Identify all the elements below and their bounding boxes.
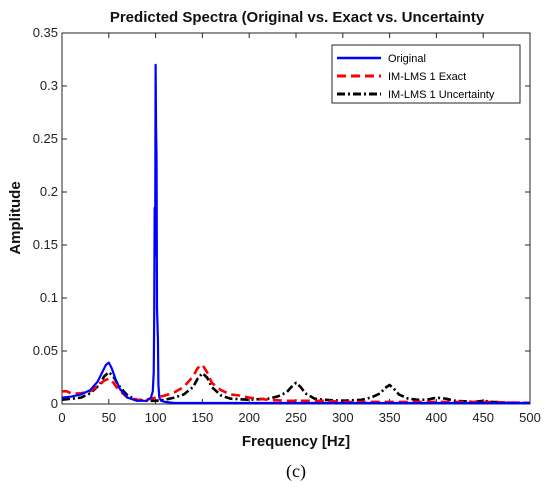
- x-tick-label: 200: [238, 410, 260, 425]
- chart-title: Predicted Spectra (Original vs. Exact vs…: [110, 9, 485, 26]
- x-tick-label: 500: [519, 410, 541, 425]
- y-tick-label: 0.35: [33, 25, 58, 40]
- y-tick-label: 0.2: [40, 184, 58, 199]
- x-tick-label: 100: [145, 410, 167, 425]
- y-tick-label: 0.25: [33, 131, 58, 146]
- y-tick-label: 0.05: [33, 343, 58, 358]
- x-tick-label: 450: [472, 410, 494, 425]
- legend-label-uncertainty: IM-LMS 1 Uncertainty: [388, 89, 495, 101]
- x-tick-label: 400: [426, 410, 448, 425]
- y-axis-ticks: 0 0.05 0.1 0.15 0.2 0.25 0.3 0.35: [33, 25, 530, 411]
- x-axis-label: Frequency [Hz]: [242, 433, 350, 450]
- series-line-exact: [62, 363, 531, 405]
- series-line-uncertainty: [61, 370, 530, 405]
- series-line-original: [61, 63, 530, 405]
- x-tick-label: 50: [102, 410, 116, 425]
- legend-label-exact: IM-LMS 1 Exact: [388, 71, 466, 83]
- series-layer: [61, 63, 531, 405]
- x-tick-label: 250: [285, 410, 307, 425]
- x-tick-label: 350: [379, 410, 401, 425]
- legend-label-original: Original: [388, 53, 426, 65]
- y-tick-label: 0: [51, 396, 58, 411]
- figure-caption: (c): [286, 461, 306, 482]
- y-axis-label: Amplitude: [7, 181, 24, 254]
- x-tick-label: 150: [192, 410, 214, 425]
- x-tick-label: 0: [58, 410, 65, 425]
- y-tick-label: 0.1: [40, 290, 58, 305]
- y-tick-label: 0.3: [40, 78, 58, 93]
- legend-box: [331, 44, 521, 104]
- x-axis-ticks: 0 50 100 150 200 250 300 350 400 450 500: [58, 33, 541, 425]
- x-tick-label: 300: [332, 410, 354, 425]
- legend: Original IM-LMS 1 Exact IM-LMS 1 Uncerta…: [331, 44, 521, 104]
- y-tick-label: 0.15: [33, 237, 58, 252]
